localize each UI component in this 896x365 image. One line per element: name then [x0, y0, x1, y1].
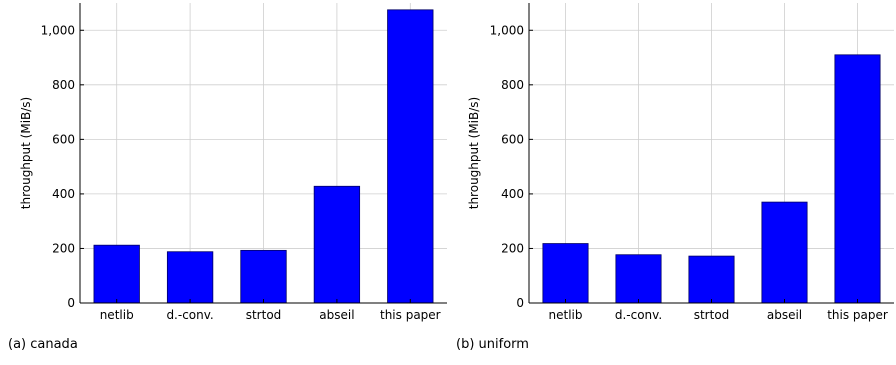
- bar-abseil: [761, 201, 808, 304]
- bar-abseil: [313, 185, 361, 304]
- x-tick-label: abseil: [319, 308, 354, 322]
- x-tick-label: this paper: [827, 308, 888, 322]
- bar-d-conv-: [615, 254, 662, 304]
- bar-this-paper: [834, 54, 881, 304]
- bar-this-paper: [387, 9, 434, 304]
- y-tick-label: 0: [516, 296, 524, 310]
- y-tick-label: 200: [501, 241, 524, 255]
- x-tick-label: this paper: [380, 308, 441, 322]
- bar-netlib: [542, 243, 589, 304]
- y-tick-label: 600: [501, 132, 524, 146]
- y-axis-label: throughput (MiB/s): [19, 97, 33, 209]
- chart-panel-uniform: 0 200 400 600 800 1,000 netlib d.-conv. strtod ab…: [467, 3, 894, 322]
- y-tick-label: 800: [52, 78, 75, 92]
- x-tick-label: netlib: [549, 308, 583, 322]
- y-tick-label: 0: [67, 296, 75, 310]
- bar-d-conv-: [166, 251, 214, 304]
- x-tick-label: netlib: [100, 308, 134, 322]
- bar-strtod: [688, 255, 735, 304]
- y-tick-label: 1,000: [490, 23, 524, 37]
- bar-strtod: [240, 249, 287, 304]
- y-axis-label: throughput (MiB/s): [467, 97, 481, 209]
- y-tick-label: 1,000: [41, 23, 75, 37]
- x-tick-label: abseil: [767, 308, 802, 322]
- x-tick-label: strtod: [246, 308, 282, 322]
- y-tick-label: 800: [501, 78, 524, 92]
- bar-netlib: [93, 244, 140, 304]
- caption-uniform: (b) uniform: [456, 337, 529, 352]
- y-tick-label: 400: [501, 187, 524, 201]
- chart-panel-canada: 0 200 400 600 800 1,000 netlib d.-conv. strtod ab…: [19, 3, 447, 322]
- x-tick-label: d.-conv.: [166, 308, 213, 322]
- x-tick-label: d.-conv.: [615, 308, 662, 322]
- y-tick-label: 400: [52, 187, 75, 201]
- y-tick-label: 200: [52, 241, 75, 255]
- x-tick-label: strtod: [694, 308, 730, 322]
- caption-canada: (a) canada: [8, 337, 78, 352]
- y-tick-label: 600: [52, 132, 75, 146]
